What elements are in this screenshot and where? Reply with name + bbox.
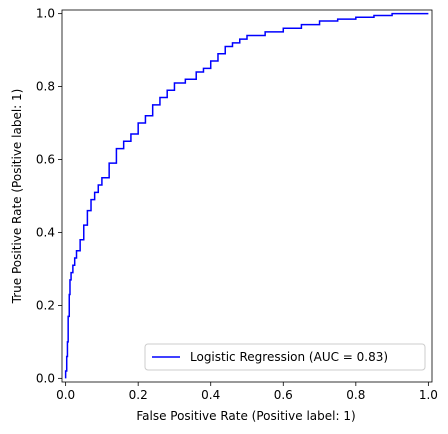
x-axis-label: False Positive Rate (Positive label: 1) — [136, 409, 355, 423]
x-tick-label: 0.0 — [56, 388, 75, 402]
x-axis-ticks: 0.0 0.2 0.4 0.6 0.8 1.0 — [56, 382, 438, 402]
legend-box — [144, 343, 426, 371]
x-tick-label: 0.6 — [274, 388, 293, 402]
legend-entry-label: Logistic Regression (AUC = 0.83) — [190, 350, 388, 364]
y-tick-label: 0.4 — [36, 225, 55, 239]
y-tick-label: 0.2 — [36, 298, 55, 312]
plot-area — [61, 9, 433, 383]
roc-curve-series-0 — [64, 12, 429, 379]
y-tick-label: 0.0 — [36, 371, 55, 385]
y-tick-label: 1.0 — [36, 7, 55, 21]
y-tick-label: 0.8 — [36, 80, 55, 94]
y-axis-ticks: 0.0 0.2 0.4 0.6 0.8 1.0 — [36, 7, 62, 385]
x-tick-label: 0.8 — [346, 388, 365, 402]
x-tick-label: 0.2 — [129, 388, 148, 402]
y-axis-label: True Positive Rate (Positive label: 1) — [10, 89, 24, 305]
x-tick-label: 1.0 — [419, 388, 438, 402]
legend: Logistic Regression (AUC = 0.83) — [144, 343, 426, 371]
y-tick-label: 0.6 — [36, 153, 55, 167]
plot-frame — [61, 9, 433, 383]
x-tick-label: 0.4 — [201, 388, 220, 402]
